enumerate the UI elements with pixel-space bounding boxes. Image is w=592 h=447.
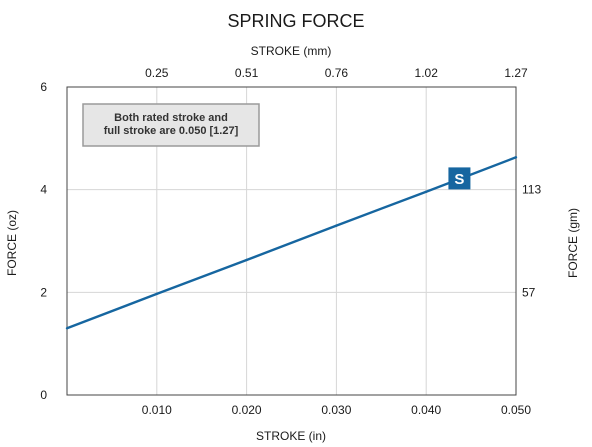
x-tick-label: 0.020 [232,403,262,417]
spring-force-line [66,156,517,330]
x2-tick-label: 0.51 [235,66,259,80]
x-axis-label: STROKE (in) [256,429,326,443]
plot-border [66,86,517,396]
x2-tick-label: 0.76 [325,66,349,80]
chart-title: SPRING FORCE [227,11,364,31]
data-point [514,156,518,159]
annotation-line: Both rated stroke and [114,112,228,124]
data-point [245,258,248,262]
y-axis-label: FORCE (oz) [5,210,19,276]
data-point [335,224,338,227]
x2-tick-label: 1.02 [415,66,439,80]
plot-frame [66,86,517,396]
y-tick-label: 4 [40,183,47,197]
x-tick-label: 0.040 [411,403,441,417]
x2-tick-label: 1.27 [504,66,528,80]
y2-tick-label: 57 [522,285,536,299]
x-tick-label: 0.010 [142,403,172,417]
annotation-line: full stroke are 0.050 [1.27] [104,125,239,137]
data-point [65,327,69,330]
y-tick-label: 0 [40,388,47,402]
y2-axis-label: FORCE (gm) [566,208,580,278]
y2-tick-label: 113 [522,183,541,197]
data-point [425,190,428,193]
y-tick-label: 2 [40,285,47,299]
stroke-marker-label: S [454,171,464,188]
y-tick-label: 6 [40,80,47,94]
tick-labels: 0.010 0.020 0.030 0.040 0.050 0.25 0.51 0.76 1.0… [40,66,541,417]
annotation-box [82,103,260,147]
x-tick-label: 0.030 [321,403,351,417]
data-point [155,292,158,296]
x2-tick-label: 0.25 [145,66,169,80]
x-tick-label: 0.050 [501,403,531,417]
x2-axis-label: STROKE (mm) [251,44,332,58]
series-layer [65,156,518,330]
stroke-marker-badge [448,167,471,190]
